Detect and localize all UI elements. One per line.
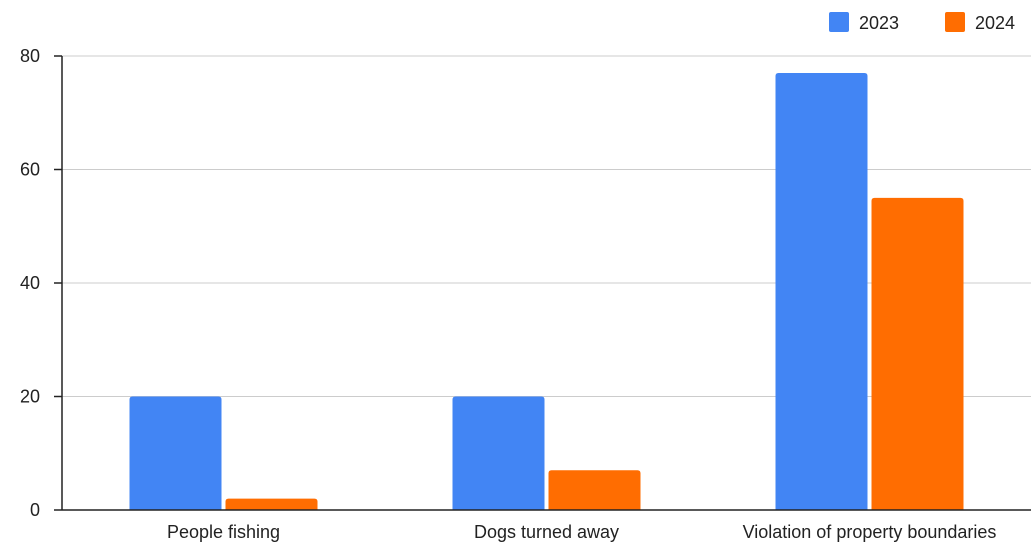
bar-2023-dogs-turned-away [452, 396, 545, 510]
x-tick-label: People fishing [167, 522, 280, 542]
x-tick-label: Dogs turned away [474, 522, 619, 542]
bar-2024-people-fishing [225, 498, 318, 510]
y-tick-label: 80 [20, 46, 40, 66]
y-tick-label: 20 [20, 387, 40, 407]
y-tick-label: 0 [30, 500, 40, 520]
y-tick-label: 40 [20, 273, 40, 293]
legend-swatch-2023 [829, 12, 849, 32]
y-tick-labels: 0 20 40 60 80 [20, 46, 40, 520]
bars [129, 73, 964, 511]
bar-2024-dogs-turned-away [548, 470, 641, 510]
axes [54, 55, 1031, 511]
bar-2023-violation-of-property-boundaries [775, 73, 868, 511]
legend-label-2023: 2023 [859, 13, 899, 33]
legend-label-2024: 2024 [975, 13, 1015, 33]
x-tick-labels: People fishing Dogs turned away Violation … [167, 522, 996, 542]
y-tick-label: 60 [20, 160, 40, 180]
bar-2024-violation-of-property-boundaries [871, 197, 964, 510]
legend-swatch-2024 [945, 12, 965, 32]
x-tick-label: Violation of property boundaries [743, 522, 997, 542]
bar-2023-people-fishing [129, 396, 222, 510]
legend: 2023 2024 [829, 12, 1015, 33]
gridlines [62, 55, 1031, 397]
